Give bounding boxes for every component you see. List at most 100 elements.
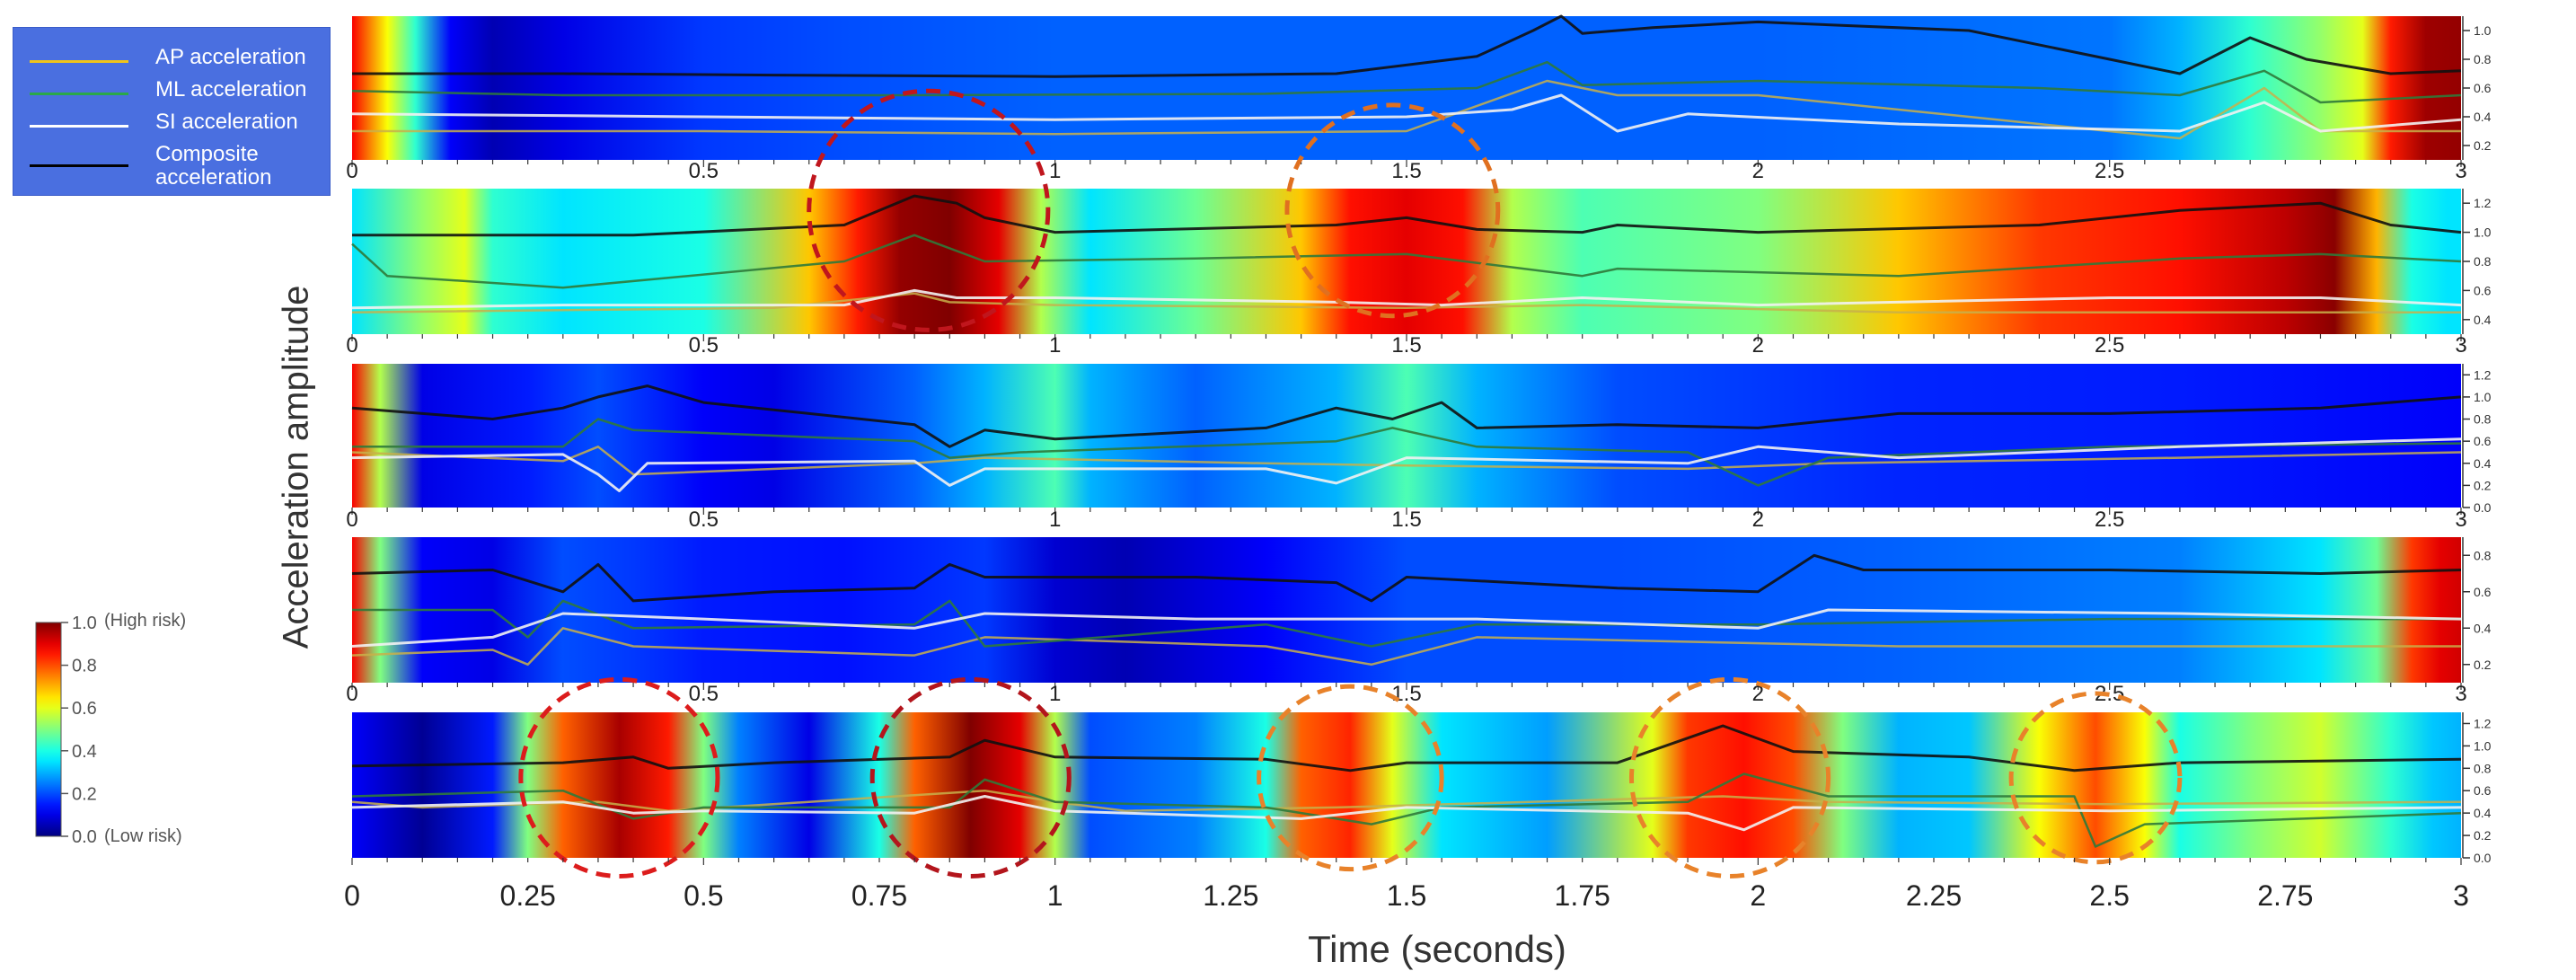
x-tick-label: 2 bbox=[1752, 508, 1764, 532]
x-tick-label-bottom: 2.25 bbox=[1906, 879, 1962, 912]
risk-circle-5-5 bbox=[2008, 691, 2183, 865]
series-ml-panel-3 bbox=[352, 418, 2462, 487]
series-ml-panel-2 bbox=[351, 234, 2462, 289]
x-tick-label: 2.5 bbox=[2095, 333, 2124, 358]
y-tick-label: 0.4 bbox=[2474, 313, 2492, 327]
x-tick-label-bottom: 1 bbox=[1047, 879, 1063, 912]
colorbar-low-label: (Low risk) bbox=[104, 826, 182, 846]
x-tick-label: 3 bbox=[2455, 682, 2466, 706]
y-tick-label: 0.6 bbox=[2474, 81, 2492, 95]
series-composite-panel-4 bbox=[351, 553, 2462, 603]
series-ml-panel-4 bbox=[352, 599, 2461, 648]
y-axis-panel-3: 0.0 0.2 0.4 0.6 0.8 1.0 1.2 bbox=[2462, 364, 2492, 515]
x-tick-label: 0 bbox=[346, 682, 357, 706]
y-tick-label: 0.6 bbox=[2474, 585, 2492, 599]
x-tick-label-bottom: 2.75 bbox=[2257, 879, 2313, 912]
series-si-panel-1 bbox=[351, 93, 2462, 133]
risk-circle-2-2 bbox=[1284, 102, 1501, 319]
x-tick-label: 1.5 bbox=[1391, 333, 1421, 358]
heatmap-background-5 bbox=[352, 712, 2461, 858]
x-tick-label: 1.5 bbox=[1391, 682, 1421, 706]
x-tick-label: 0.5 bbox=[689, 682, 719, 706]
y-tick-label: 0.0 bbox=[2474, 500, 2492, 515]
series-si-panel-5 bbox=[351, 795, 2462, 832]
x-tick-label: 1 bbox=[1049, 682, 1061, 706]
colorbar-high-label: (High risk) bbox=[104, 611, 187, 631]
y-axis-panel-1: 0.2 0.4 0.6 0.8 1.0 bbox=[2462, 16, 2492, 160]
panel-3: 0.0 0.2 0.4 0.6 0.8 1.0 1.2 0 0.5 1 1.5 2 2.5 3 bbox=[346, 364, 2492, 532]
legend-swatch-composite bbox=[30, 164, 128, 167]
y-tick-label: 0.8 bbox=[2474, 254, 2492, 269]
risk-circle-5-2 bbox=[869, 676, 1072, 878]
x-tick-label: 0 bbox=[346, 508, 357, 532]
x-tick-label: 1 bbox=[1049, 159, 1061, 183]
legend-label-composite-line2: acceleration bbox=[155, 165, 272, 190]
heatmap-background-3 bbox=[352, 364, 2461, 508]
colorbar-tick-label: 0.4 bbox=[72, 742, 97, 762]
y-tick-label: 0.4 bbox=[2474, 806, 2492, 820]
y-tick-label: 0.6 bbox=[2474, 783, 2492, 798]
series-ap-panel-1 bbox=[352, 79, 2461, 140]
series-composite-panel-2 bbox=[352, 194, 2462, 237]
y-tick-label: 0.0 bbox=[2474, 851, 2492, 865]
colorbar-tick-label: 0.6 bbox=[72, 699, 97, 719]
risk-circle-5-1 bbox=[518, 676, 720, 878]
y-tick-label: 1.2 bbox=[2474, 716, 2492, 730]
series-si-panel-3 bbox=[351, 437, 2462, 492]
x-ticks-panel-1: 0 0.5 1 1.5 2 2.5 3 bbox=[346, 159, 2466, 183]
x-tick-label-bottom: 2.5 bbox=[2089, 879, 2129, 912]
y-tick-label: 1.0 bbox=[2474, 23, 2492, 38]
series-ap-panel-4 bbox=[351, 627, 2461, 667]
panel-4: 0.20.40.60.80 0.5 1 1.5 2 2.5 3 bbox=[346, 537, 2492, 706]
x-tick-label-bottom: 3 bbox=[2453, 879, 2469, 912]
y-tick-label: 1.2 bbox=[2474, 367, 2492, 382]
series-ap-panel-3 bbox=[351, 446, 2462, 476]
x-tick-label-bottom: 0.75 bbox=[851, 879, 907, 912]
series-composite-panel-1 bbox=[352, 14, 2462, 78]
x-tick-label: 0 bbox=[346, 159, 357, 183]
heatmap-background-1 bbox=[352, 16, 2461, 160]
colorbar-gradient bbox=[35, 622, 62, 837]
legend-label-composite-line1: Composite bbox=[155, 142, 259, 166]
x-tick-label: 1.5 bbox=[1391, 508, 1421, 532]
x-tick-label-bottom: 1.75 bbox=[1555, 879, 1610, 912]
y-axis-panel-2: 0.4 0.6 0.8 1.0 1.2 bbox=[2462, 189, 2492, 334]
x-tick-label: 3 bbox=[2455, 159, 2466, 183]
x-ticks-panel-3: 0 0.5 1 1.5 2 2.5 3 bbox=[346, 508, 2466, 532]
x-tick-label: 2 bbox=[1752, 333, 1764, 358]
colorbar-tick-label: 0.0 bbox=[72, 827, 97, 847]
x-tick-label: 1 bbox=[1049, 508, 1061, 532]
y-axis-panel-5: 0.0 0.2 0.4 0.6 0.8 1.0 1.2 bbox=[2462, 712, 2492, 865]
y-tick-label: 0.4 bbox=[2474, 621, 2492, 635]
y-tick-label: 1.0 bbox=[2474, 738, 2492, 753]
y-tick-label: 0.8 bbox=[2474, 52, 2492, 66]
y-tick-label: 0.6 bbox=[2474, 434, 2492, 448]
y-tick-label: 1.0 bbox=[2474, 225, 2492, 240]
legend: AP acceleration ML acceleration SI accel… bbox=[13, 27, 331, 196]
x-minor-ticks-panel-3 bbox=[351, 508, 2462, 515]
heatmap-background-2 bbox=[352, 189, 2461, 334]
x-tick-label-bottom: 2 bbox=[1750, 879, 1766, 912]
y-tick-label: 0.4 bbox=[2474, 110, 2492, 124]
x-tick-label-bottom: 0.25 bbox=[500, 879, 556, 912]
x-tick-label: 3 bbox=[2455, 508, 2466, 532]
x-tick-label: 3 bbox=[2455, 333, 2466, 358]
x-ticks-panel-4: 0 0.5 1 1.5 2 2.5 3 bbox=[346, 682, 2466, 706]
risk-circle-2-1 bbox=[807, 88, 1051, 332]
risk-circle-5-4 bbox=[1628, 676, 1831, 878]
y-tick-label: 0.8 bbox=[2474, 761, 2492, 775]
y-tick-label: 1.0 bbox=[2474, 390, 2492, 404]
risk-circle-5-3 bbox=[1257, 684, 1444, 872]
panels: 0.2 0.4 0.6 0.8 1.0 0 0.5 1 1.5 2 2.5 3 0.4 0.6 0.8 1.0… bbox=[346, 14, 2492, 878]
y-tick-label: 0.8 bbox=[2474, 548, 2492, 562]
colorbar-tick-label: 1.0 bbox=[72, 614, 97, 633]
x-minor-ticks-panel-2 bbox=[351, 334, 2462, 341]
legend-swatch-ap bbox=[30, 60, 128, 63]
x-tick-label: 2.5 bbox=[2095, 159, 2124, 183]
x-tick-label-bottom: 1.5 bbox=[1387, 879, 1426, 912]
x-tick-label-bottom: 0 bbox=[344, 879, 360, 912]
x-tick-label-bottom: 1.25 bbox=[1203, 879, 1258, 912]
x-tick-label: 0.5 bbox=[689, 508, 719, 532]
y-tick-label: 0.2 bbox=[2474, 138, 2492, 153]
